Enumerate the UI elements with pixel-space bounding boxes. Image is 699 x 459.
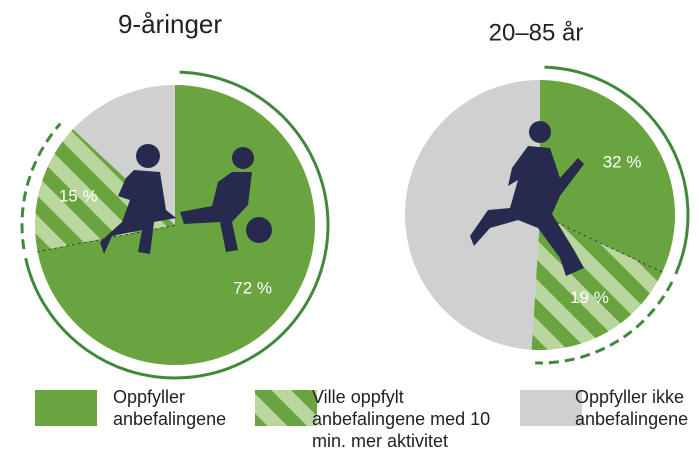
- outer-arc: [20, 122, 62, 250]
- legend-swatch: [520, 390, 582, 426]
- legend-swatch: [255, 390, 317, 426]
- value-label: 19 %: [570, 288, 609, 307]
- value-label: 32 %: [603, 152, 642, 171]
- chart-title: 20–85 år: [489, 19, 584, 46]
- chart-title: 9-åringer: [118, 9, 222, 39]
- ball: [246, 217, 272, 243]
- runner: [100, 170, 176, 254]
- outer-arc: [24, 70, 330, 380]
- outer-arc: [544, 65, 690, 275]
- legend-label: Oppfyller anbefalingene: [113, 387, 227, 429]
- pie-slice: [540, 80, 675, 273]
- head: [136, 144, 160, 168]
- value-label: 15 %: [59, 186, 98, 205]
- legend-label: Oppfyller ikke anbefalingene: [575, 387, 689, 429]
- pie-slice: [405, 80, 540, 350]
- outer-arc: [535, 281, 674, 365]
- runner: [470, 146, 584, 276]
- head: [232, 147, 254, 169]
- figures: [100, 121, 584, 276]
- head: [529, 121, 551, 143]
- legend-label: Ville oppfylt anbefalingene med 10 min. …: [312, 387, 491, 451]
- legend-swatch: [35, 390, 97, 426]
- runner: [180, 172, 252, 252]
- value-label: 72 %: [233, 279, 272, 298]
